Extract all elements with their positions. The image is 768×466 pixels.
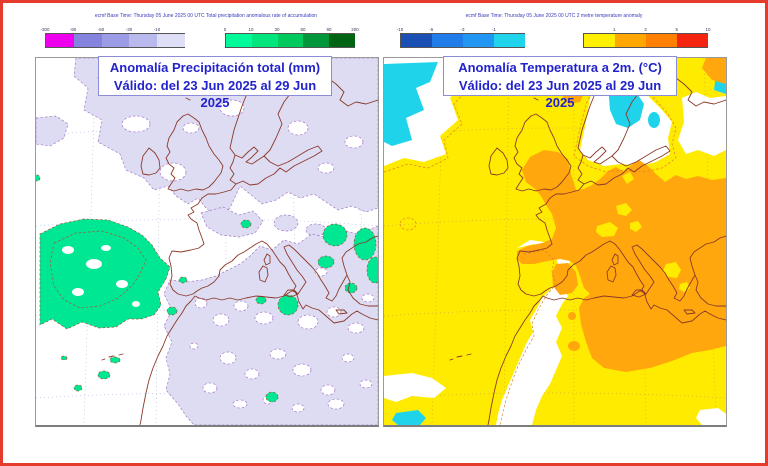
colorbar-tick-label: -3 (460, 26, 465, 32)
colorbar-tick-label: 30 (274, 26, 280, 32)
colorbar-tick-label: 10 (705, 26, 711, 32)
colorbar-tick-label: 10 (248, 26, 254, 32)
neutral-holes (121, 76, 375, 413)
precipitation-title: Anomalía Precipitación total (mm) (109, 60, 321, 75)
run-info-temperature: ecmf Base Time: Thursday 05 June 2025 00… (465, 13, 643, 19)
colorbar-cell (400, 33, 432, 48)
colorbar-cell (225, 33, 252, 48)
colorbar-cell (129, 33, 158, 48)
colorbar-tick-label: -10 (396, 26, 404, 32)
precipitation-anomaly-map (35, 57, 379, 427)
temperature-title: Anomalía Temperatura a 2m. (°C) (458, 60, 662, 75)
colorbar-tick-label: 3 (644, 26, 647, 32)
colorbar-cell (615, 33, 646, 48)
precipitation-map-canvas (36, 58, 378, 425)
colorbar-tick-label: 0 (223, 26, 227, 32)
colorbar-tick-label: 1 (612, 26, 616, 32)
colorbar-tick-label: -90 (69, 26, 77, 32)
colorbar-cell (277, 33, 304, 48)
colorbar-cell (463, 33, 494, 48)
colorbar-tick-label: -10 (153, 26, 161, 32)
colorbar-precipitation-positive: 0 10 30 60 90 200 (224, 27, 359, 48)
colorbar-cell (583, 33, 615, 48)
colorbar-tick-label: 90 (326, 26, 332, 32)
colorbar-cell (251, 33, 278, 48)
colorbar-cell (494, 33, 525, 48)
colorbar-cell (646, 33, 677, 48)
colorbar-tick-label: -300 (40, 26, 50, 32)
run-info-precipitation: ecmf Base Time: Thursday 05 June 2025 00… (94, 13, 318, 19)
colorbar-cell (45, 33, 74, 48)
temperature-map-canvas (384, 58, 726, 425)
precipitation-title-box: Anomalía Precipitación total (mm) Válido… (98, 56, 332, 110)
temperature-validity: Válido: del 23 Jun 2025 al 29 Jun 2025 (458, 78, 662, 110)
colorbar-cell (303, 33, 330, 48)
colorbar-cell (73, 33, 102, 48)
colorbar-cell (101, 33, 130, 48)
colorbar-cell (157, 33, 185, 48)
wet-inner-contour (49, 230, 147, 309)
colorbar-tick-label: 60 (300, 26, 306, 32)
temperature-anomaly-map (383, 57, 727, 427)
warm-anomaly-region-main (517, 150, 726, 372)
colorbar-temperature-warm: 1 3 5 10 (583, 27, 711, 48)
temperature-title-box: Anomalía Temperatura a 2m. (°C) Válido: … (443, 56, 677, 110)
colorbar-tick-label: -60 (97, 26, 105, 32)
colorbar-tick-label: -30 (125, 26, 133, 32)
colorbar-cell (432, 33, 463, 48)
dry-anomaly-regions (36, 58, 378, 425)
colorbar-cell (677, 33, 708, 48)
colorbar-tick-label: 200 (351, 26, 359, 32)
colorbar-temperature-cold: -10 -5 -3 -1 (397, 27, 525, 48)
wet-region-holes (62, 245, 140, 307)
colorbar-tick-label: -1 (491, 26, 496, 32)
precipitation-validity: Válido: del 23 Jun 2025 al 29 Jun 2025 (113, 78, 317, 110)
colorbar-cell (329, 33, 355, 48)
colorbar-tick-label: 5 (675, 26, 679, 32)
colorbar-precipitation-negative: -300 -90 -60 -30 -10 (40, 27, 185, 48)
colorbar-tick-label: -5 (429, 26, 434, 32)
